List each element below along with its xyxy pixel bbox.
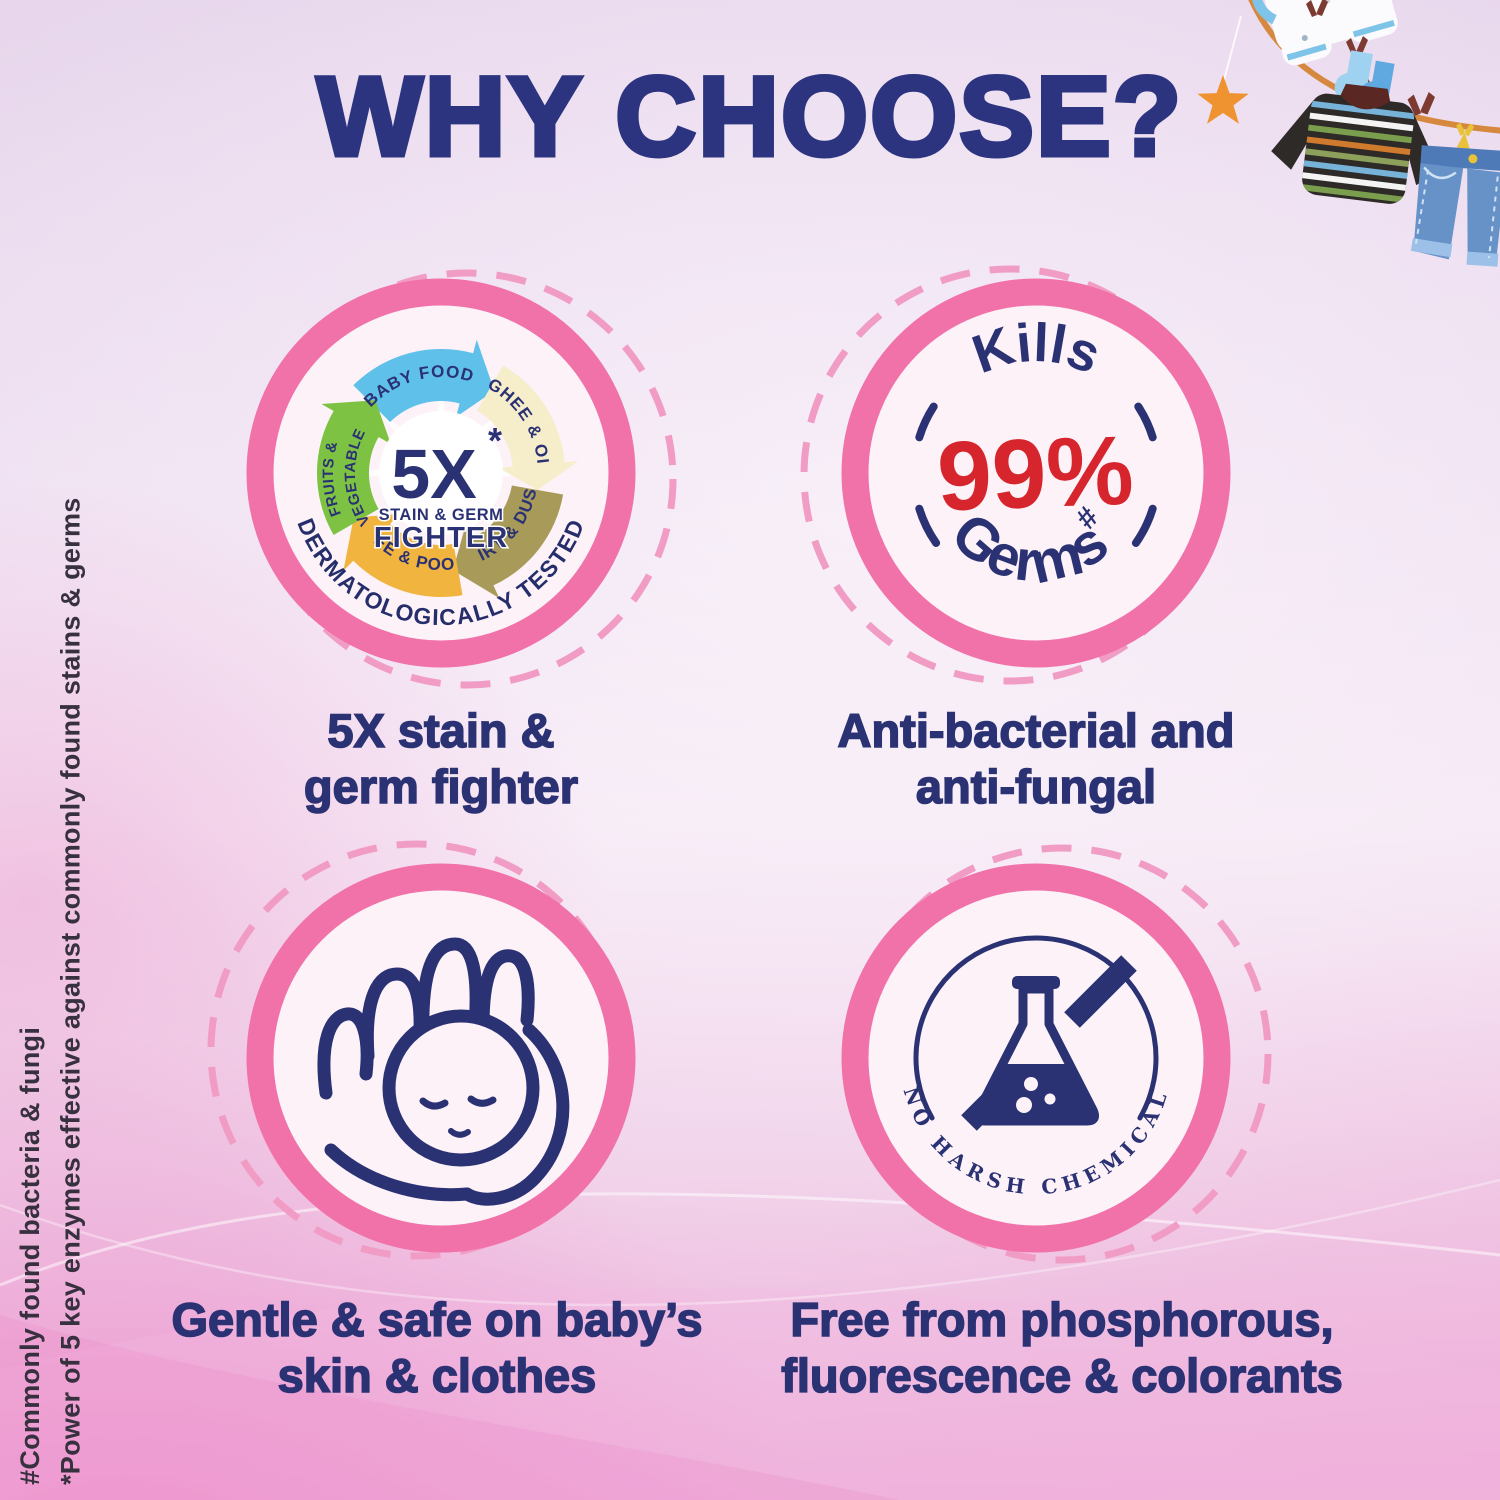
logo-asterisk: * (488, 420, 502, 461)
accent-arcs (915, 402, 1157, 547)
arrow-baby-food (353, 339, 495, 423)
arrow-fruits-vegetable (316, 400, 391, 535)
badge-ring (841, 278, 1231, 668)
caption-stain: 5X stain & germ fighter (303, 703, 579, 814)
onesie-illustration (1251, 0, 1398, 66)
star-icon (1197, 75, 1249, 124)
dashed-circle (852, 844, 1272, 1264)
jeans-illustration (1410, 122, 1500, 267)
flask-icon (973, 976, 1099, 1126)
badge-kills-germs: Kills 99% Germs# (800, 265, 1231, 685)
baby-in-hand-icon (317, 937, 570, 1206)
star-string (1223, 15, 1242, 81)
logo-fighter: FIGHTER (374, 522, 508, 554)
logo-stain-germ: STAIN & GERM (379, 506, 504, 524)
circle-arc (913, 935, 1159, 1121)
caption-chemical: Free from phosphorous, fluorescence & co… (780, 1292, 1343, 1403)
arrow-dirt-dust (452, 485, 564, 599)
badge-no-harsh-chemical: NO HARSH CHEMICAL (841, 844, 1272, 1264)
logo-5x: 5X (391, 435, 477, 513)
rope (1248, 0, 1500, 134)
footnote-enzymes: *Power of 5 key enzymes effective agains… (55, 497, 86, 1485)
page-title: WHY CHOOSE? (314, 52, 1184, 182)
clothesline-illustration (1197, 0, 1500, 267)
badge-gentle-baby (207, 840, 636, 1260)
caption-germs: Anti-bacterial and anti-fungal (837, 703, 1236, 814)
caption-gentle: Gentle & safe on baby’s skin & clothes (171, 1292, 704, 1403)
arrow-ghee-oil (477, 365, 579, 490)
footnote-bacteria: #Commonly found bacteria & fungi (15, 1026, 45, 1485)
footnotes: #Commonly found bacteria & fungi *Power … (10, 400, 96, 1485)
arrow-pee-poop (343, 514, 463, 597)
badge-stain-germ-fighter: BABY FOOD GHEE & OIL DIRT & DUST PEE & P… (246, 269, 677, 689)
dashed-circle (257, 269, 677, 689)
percent-99: 99% (935, 415, 1135, 532)
